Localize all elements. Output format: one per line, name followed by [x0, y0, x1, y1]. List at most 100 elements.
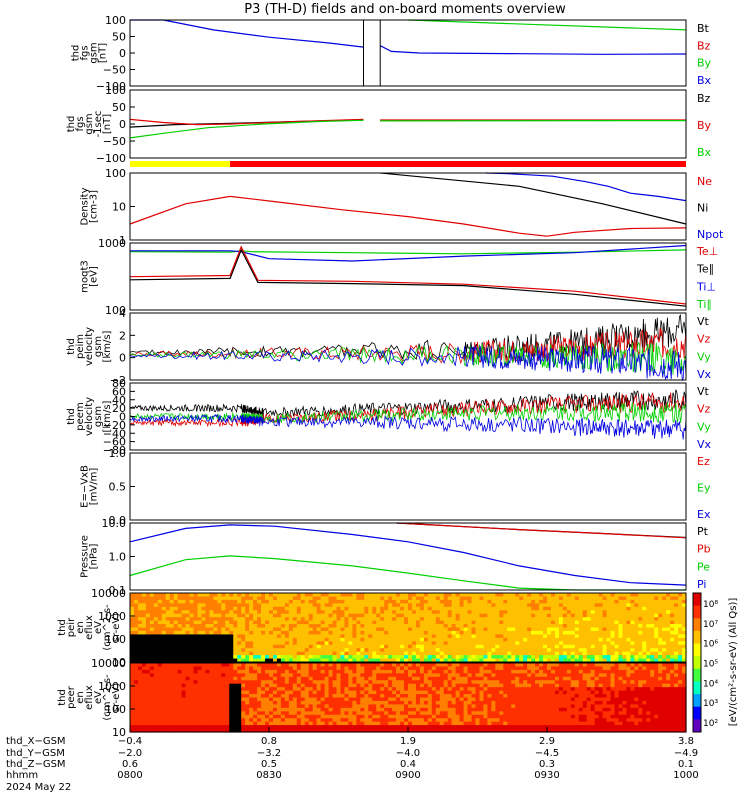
heatmap-cell	[455, 714, 461, 719]
heatmap-cell	[376, 648, 381, 653]
heatmap-cell	[431, 641, 437, 646]
heatmap-cell	[491, 676, 496, 681]
heatmap-cell	[471, 687, 477, 692]
heatmap-cell	[392, 596, 397, 601]
heatmap-cell	[304, 593, 310, 598]
heatmap-cell	[384, 663, 389, 668]
heatmap-cell	[523, 711, 528, 716]
heatmap-cell	[558, 613, 564, 618]
heatmap-cell	[411, 666, 417, 671]
heatmap-cell	[411, 634, 417, 639]
heatmap-cell	[265, 603, 270, 608]
heatmap-cell	[368, 714, 373, 719]
heatmap-cell	[149, 676, 155, 681]
y-axis-label-line: gsm	[93, 336, 104, 357]
heatmap-cell	[507, 648, 512, 653]
heatmap-cell	[336, 610, 342, 615]
heatmap-cell	[388, 663, 393, 668]
heatmap-cell	[439, 617, 445, 622]
heatmap-cell	[408, 683, 413, 688]
heatmap-cell	[499, 666, 504, 671]
heatmap-cell	[666, 634, 671, 639]
heatmap-cell	[332, 613, 338, 618]
heatmap-cell	[562, 613, 568, 618]
heatmap-cell	[543, 606, 548, 611]
heatmap-cell	[507, 725, 512, 730]
heatmap-cell	[364, 634, 369, 639]
heatmap-cell	[431, 606, 437, 611]
heatmap-cell	[272, 714, 278, 719]
heatmap-cell	[531, 627, 536, 632]
heatmap-cell	[316, 606, 322, 611]
heatmap-cell	[245, 630, 250, 635]
heatmap-cell	[340, 620, 346, 625]
heatmap-cell	[205, 721, 211, 726]
heatmap-cell	[177, 627, 183, 632]
heatmap-cell	[237, 593, 242, 598]
heatmap-cell	[650, 627, 655, 632]
heatmap-cell	[348, 704, 353, 709]
heatmap-cell	[523, 721, 528, 726]
heatmap-cell	[503, 603, 508, 608]
heatmap-cell	[491, 648, 496, 653]
heatmap-cell	[435, 697, 441, 702]
heatmap-cell	[411, 658, 417, 663]
heatmap-cell	[276, 704, 282, 709]
heatmap-cell	[511, 658, 516, 663]
heatmap-cell	[547, 596, 552, 601]
heatmap-cell	[558, 596, 564, 601]
heatmap-cell	[344, 690, 350, 695]
heatmap-cell	[558, 655, 564, 660]
heatmap-cell	[185, 673, 191, 678]
heatmap-cell	[415, 641, 421, 646]
heatmap-cell	[622, 596, 628, 601]
heatmap-cell	[189, 593, 195, 598]
heatmap-cell	[245, 721, 250, 726]
heatmap-cell	[177, 651, 183, 656]
heatmap-cell	[439, 697, 445, 702]
heatmap-cell	[404, 596, 409, 601]
heatmap-cell	[431, 697, 437, 702]
heatmap-cell	[459, 676, 465, 681]
heatmap-cell	[269, 669, 274, 674]
heatmap-cell	[678, 655, 683, 660]
heatmap-cell	[463, 641, 469, 646]
heatmap-cell	[229, 603, 234, 608]
heatmap-cell	[221, 687, 226, 692]
heatmap-cell	[217, 683, 222, 688]
heatmap-cell	[288, 655, 294, 660]
heatmap-cell	[241, 707, 246, 712]
y-axis-label-line: -1sec	[93, 111, 104, 138]
heatmap-cell	[169, 624, 175, 629]
heatmap-cell	[300, 634, 306, 639]
heatmap-cell	[606, 637, 612, 642]
heatmap-cell	[626, 606, 631, 611]
heatmap-cell	[312, 707, 318, 712]
heatmap-cell	[376, 620, 381, 625]
heatmap-cell	[261, 630, 266, 635]
heatmap-cell	[320, 606, 326, 611]
heatmap-cell	[582, 596, 588, 601]
heatmap-cell	[221, 694, 226, 699]
heatmap-cell	[475, 596, 481, 601]
heatmap-cell	[427, 690, 433, 695]
heatmap-cell	[352, 669, 357, 674]
heatmap-cell	[499, 711, 504, 716]
heatmap-cell	[396, 627, 401, 632]
heatmap-cell	[678, 603, 683, 608]
heatmap-cell	[157, 627, 163, 632]
heatmap-cell	[181, 644, 187, 649]
heatmap-cell	[634, 620, 639, 625]
heatmap-cell	[316, 721, 322, 726]
heatmap-cell	[149, 620, 155, 625]
heatmap-cell	[443, 651, 449, 656]
heatmap-cell	[141, 603, 147, 608]
heatmap-cell	[491, 641, 496, 646]
heatmap-cell	[447, 603, 453, 608]
heatmap-cell	[447, 613, 453, 618]
heatmap-cell	[475, 683, 481, 688]
heatmap-cell	[610, 644, 616, 649]
heatmap-cell	[253, 673, 258, 678]
heatmap-cell	[348, 610, 353, 615]
